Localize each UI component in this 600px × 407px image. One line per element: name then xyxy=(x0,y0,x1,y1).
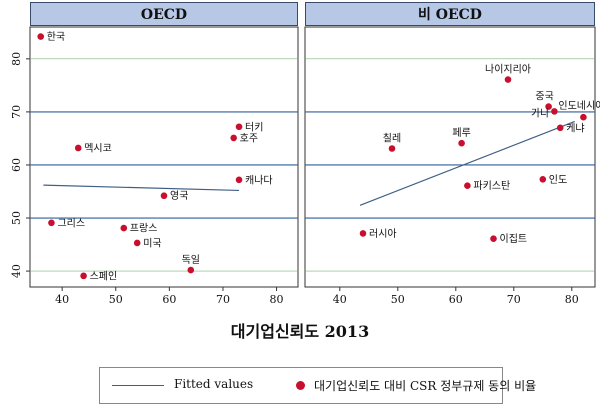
legend-fitted-line xyxy=(112,385,164,386)
x-tick-label-1-70: 70 xyxy=(507,293,521,306)
data-point-0-4 xyxy=(235,176,243,184)
data-label-0-0: 한국 xyxy=(47,31,65,43)
data-label-0-2: 터키 xyxy=(245,121,263,133)
data-point-0-1 xyxy=(74,144,82,152)
panel-title-oecd: OECD xyxy=(30,2,298,26)
x-tick-label-1-40: 40 xyxy=(333,293,347,306)
y-tick-label-50: 50 xyxy=(10,211,23,225)
x-tick-label-0-60: 60 xyxy=(162,293,176,306)
data-point-1-1 xyxy=(545,103,552,110)
data-label-1-6: 페루 xyxy=(452,127,470,139)
panel-frame-0 xyxy=(29,26,299,288)
data-label-1-3: 인도네시아 xyxy=(558,100,600,112)
data-label-0-8: 미국 xyxy=(143,237,161,249)
y-tick-label-60: 60 xyxy=(10,158,23,172)
legend-points-label: 대기업신뢰도 대비 CSR 정부규제 동의 비율 xyxy=(314,379,537,393)
x-tick-label-0-70: 70 xyxy=(216,293,230,306)
data-label-1-7: 인도 xyxy=(549,174,567,186)
fitted-line-0 xyxy=(43,184,240,192)
data-label-0-10: 스페인 xyxy=(90,270,118,282)
legend: Fitted values 대기업신뢰도 대비 CSR 정부규제 동의 비율 xyxy=(99,367,536,404)
data-label-1-9: 러시아 xyxy=(369,228,397,240)
data-label-1-0: 나이지리아 xyxy=(485,64,531,76)
data-label-0-3: 호주 xyxy=(240,132,258,144)
data-point-1-3 xyxy=(580,113,587,121)
x-tick-label-0-40: 40 xyxy=(55,293,69,306)
legend-fitted-label: Fitted values xyxy=(174,377,254,391)
y-tick-label-40: 40 xyxy=(10,264,23,278)
data-point-0-5 xyxy=(160,192,168,200)
data-label-1-2: 가나 xyxy=(531,107,549,119)
panel-frame-1 xyxy=(304,26,596,288)
data-point-0-10 xyxy=(80,272,87,280)
x-tick-label-0-50: 50 xyxy=(109,293,123,306)
data-point-1-7 xyxy=(539,175,547,183)
fitted-line-1 xyxy=(359,120,575,206)
data-label-0-9: 독일 xyxy=(182,254,200,266)
data-label-1-10: 이집트 xyxy=(500,233,528,245)
data-point-0-9 xyxy=(187,266,195,274)
data-label-0-7: 프랑스 xyxy=(130,223,158,235)
data-label-0-4: 캐나다 xyxy=(245,174,273,186)
x-tick-label-1-80: 80 xyxy=(565,293,579,306)
data-point-1-4 xyxy=(556,124,564,132)
data-point-0-8 xyxy=(133,239,141,247)
x-tick-label-1-60: 60 xyxy=(449,293,463,306)
data-point-1-8 xyxy=(464,182,471,189)
data-label-1-8: 파키스탄 xyxy=(473,180,510,192)
data-label-1-5: 칠레 xyxy=(383,133,401,145)
x-tick-label-0-80: 80 xyxy=(270,293,284,306)
data-point-0-6 xyxy=(48,219,55,227)
legend-point-marker xyxy=(296,381,305,390)
data-point-1-0 xyxy=(504,76,512,83)
y-tick-label-70: 70 xyxy=(10,105,23,119)
x-axis-label: 대기업신뢰도 2013 xyxy=(230,322,370,341)
data-point-0-3 xyxy=(230,134,237,142)
x-tick-label-1-50: 50 xyxy=(391,293,405,306)
data-point-1-6 xyxy=(458,139,465,147)
data-point-1-2 xyxy=(551,108,558,115)
data-point-1-9 xyxy=(359,230,367,237)
data-point-0-0 xyxy=(37,33,45,40)
data-label-1-1: 중국 xyxy=(535,91,553,103)
data-point-1-5 xyxy=(388,145,396,152)
data-label-0-5: 영국 xyxy=(170,190,188,202)
data-point-0-7 xyxy=(120,224,128,232)
data-point-1-10 xyxy=(490,235,497,243)
y-tick-label-80: 80 xyxy=(10,52,23,66)
data-label-1-4: 케냐 xyxy=(566,122,584,134)
data-point-0-2 xyxy=(235,123,243,131)
data-label-0-6: 그리스 xyxy=(57,217,85,229)
data-label-0-1: 멕시코 xyxy=(84,142,112,154)
panel-title-non-oecd: 비 OECD xyxy=(305,2,595,26)
